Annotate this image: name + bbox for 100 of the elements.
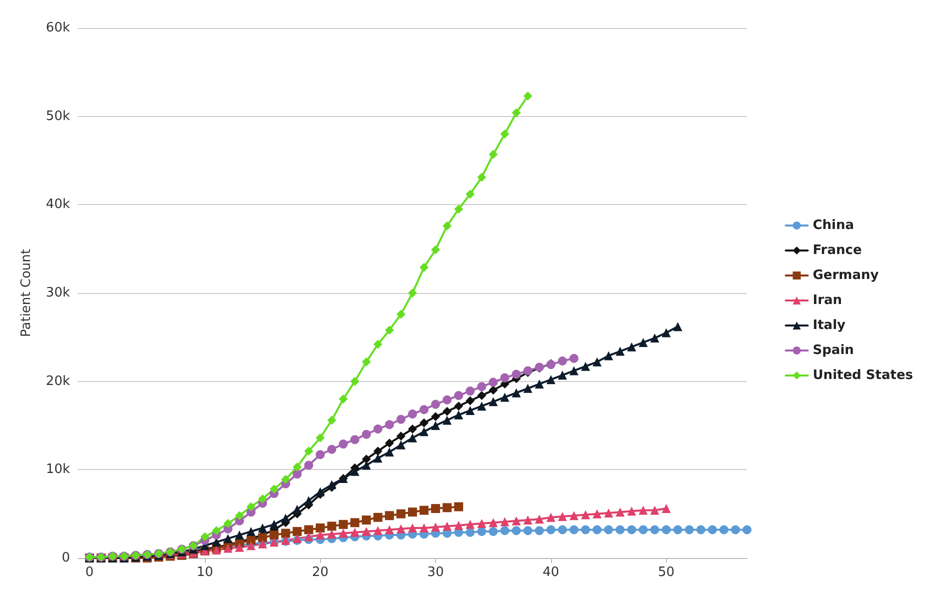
point <box>442 395 452 404</box>
point <box>488 150 498 159</box>
point <box>546 525 556 534</box>
point <box>362 454 371 464</box>
point <box>408 288 417 298</box>
point <box>431 421 440 430</box>
point <box>327 480 336 490</box>
point <box>350 528 360 537</box>
point <box>534 526 544 536</box>
y-axis-title: Patient Count <box>19 248 34 338</box>
point <box>650 334 660 343</box>
point <box>420 262 429 272</box>
point <box>477 402 486 411</box>
point <box>292 527 302 536</box>
point <box>420 405 429 414</box>
point <box>384 438 394 448</box>
point <box>373 526 382 536</box>
y-tick-label: 40k <box>46 197 70 212</box>
point <box>292 504 302 514</box>
point <box>708 525 717 534</box>
point <box>396 440 406 450</box>
point <box>270 520 279 529</box>
point <box>512 526 521 536</box>
point <box>384 525 394 534</box>
point <box>604 525 614 534</box>
point <box>270 484 279 494</box>
point <box>662 504 671 514</box>
point <box>431 412 440 422</box>
point <box>373 340 382 349</box>
point <box>316 450 325 460</box>
y-tick-label: 50k <box>46 108 70 124</box>
point <box>512 370 521 379</box>
point <box>616 346 625 356</box>
point <box>304 525 314 534</box>
point <box>442 416 452 425</box>
point <box>523 92 532 101</box>
point <box>466 406 475 415</box>
point <box>442 503 452 512</box>
point <box>270 530 279 540</box>
point <box>292 462 302 472</box>
point <box>316 523 325 532</box>
point <box>281 514 290 523</box>
x-tick-label: 30 <box>427 565 444 580</box>
point <box>408 424 417 434</box>
point <box>569 354 578 363</box>
x-tick-label: 0 <box>85 565 94 580</box>
point <box>327 522 336 531</box>
point <box>396 414 406 424</box>
point <box>662 525 671 534</box>
x-tick-label: 20 <box>312 565 328 580</box>
y-tick-label: 10k <box>46 462 70 478</box>
point <box>569 366 578 376</box>
point <box>477 172 486 182</box>
x-tick-label: 50 <box>658 565 675 580</box>
point <box>477 390 486 400</box>
point <box>742 525 752 534</box>
point <box>362 527 371 536</box>
point <box>466 190 475 199</box>
point <box>638 525 648 534</box>
point <box>477 519 486 528</box>
point <box>258 494 268 504</box>
point <box>454 502 464 512</box>
point <box>454 390 464 400</box>
point <box>488 527 498 536</box>
point <box>650 506 660 515</box>
point <box>477 527 486 536</box>
point <box>488 386 498 395</box>
point <box>581 510 590 520</box>
point <box>488 397 498 406</box>
point <box>350 466 360 476</box>
point <box>500 392 510 402</box>
point <box>512 108 521 118</box>
point <box>350 518 360 528</box>
point <box>569 511 578 520</box>
legend-label: Germany <box>812 268 880 283</box>
point <box>442 406 452 416</box>
point <box>558 370 567 380</box>
point <box>604 508 614 518</box>
point <box>546 375 556 384</box>
point <box>316 530 325 540</box>
point <box>466 386 475 396</box>
point <box>488 518 498 528</box>
point <box>420 427 429 436</box>
point <box>316 487 325 496</box>
legend-label: France <box>812 243 862 258</box>
point <box>558 512 567 521</box>
point <box>258 523 268 532</box>
point <box>223 534 232 544</box>
point <box>338 528 348 538</box>
point <box>500 373 510 382</box>
point <box>338 394 348 404</box>
point <box>523 526 532 536</box>
x-tick-label: 10 <box>196 565 214 580</box>
point <box>408 508 417 517</box>
point <box>408 433 417 442</box>
point <box>638 506 648 515</box>
point <box>234 542 244 552</box>
point <box>281 528 290 538</box>
legend-label: United States <box>812 368 914 383</box>
point <box>431 400 440 409</box>
